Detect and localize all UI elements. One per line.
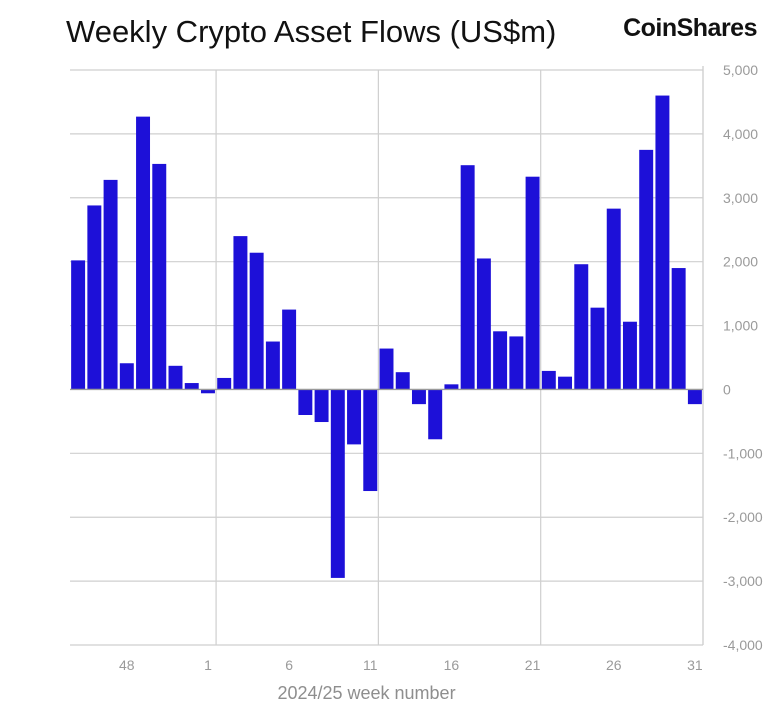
bar (168, 365, 183, 390)
bar (233, 236, 248, 390)
bar (217, 377, 232, 390)
bar (363, 389, 378, 492)
bar (606, 208, 621, 390)
y-tick-label: 5,000 (723, 62, 758, 78)
bar (71, 260, 86, 390)
x-tick-label: 6 (285, 657, 293, 673)
y-tick-label: 3,000 (723, 190, 758, 206)
x-axis-title: 2024/25 week number (277, 683, 455, 703)
bar (622, 321, 637, 390)
bar (298, 389, 313, 415)
chart-title: Weekly Crypto Asset Flows (US$m) (66, 14, 557, 49)
y-tick-label: 4,000 (723, 126, 758, 142)
x-tick-label: 31 (687, 657, 703, 673)
bar (184, 383, 199, 390)
bar (639, 149, 654, 390)
y-tick-label: -4,000 (723, 637, 763, 653)
bar (444, 384, 459, 390)
bar (265, 341, 280, 390)
bar (541, 370, 556, 390)
bar (103, 179, 118, 390)
bar (136, 116, 151, 390)
coinshares-logo: CoinShares (623, 14, 757, 42)
bar (152, 163, 167, 390)
bar (509, 336, 524, 390)
y-tick-label: -3,000 (723, 573, 763, 589)
bar (460, 165, 475, 390)
y-tick-label: 1,000 (723, 318, 758, 334)
bar (411, 389, 426, 405)
x-tick-label: 16 (444, 657, 460, 673)
bar (428, 389, 443, 440)
bar (558, 376, 573, 390)
x-tick-label: 11 (363, 657, 378, 673)
bar (200, 389, 215, 394)
x-tick-label: 26 (606, 657, 622, 673)
bar (330, 389, 345, 578)
bar (379, 348, 394, 390)
bar (687, 389, 702, 405)
x-tick-label: 21 (525, 657, 541, 673)
bar (525, 176, 540, 390)
bar (395, 372, 410, 390)
bar (574, 264, 589, 390)
y-tick-label: -2,000 (723, 509, 763, 525)
bar (249, 252, 264, 390)
bar (671, 268, 686, 390)
y-tick-label: 0 (723, 381, 731, 397)
bar (347, 389, 362, 445)
bar (119, 363, 134, 390)
bar (590, 307, 605, 390)
bar (314, 389, 329, 423)
bar (655, 95, 670, 390)
bar (87, 205, 102, 390)
x-tick-label: 1 (204, 657, 212, 673)
bar (493, 331, 508, 390)
bar (476, 258, 491, 390)
y-tick-label: -1,000 (723, 445, 763, 461)
y-tick-label: 2,000 (723, 254, 758, 270)
x-tick-label: 48 (119, 657, 135, 673)
bar (282, 309, 297, 390)
